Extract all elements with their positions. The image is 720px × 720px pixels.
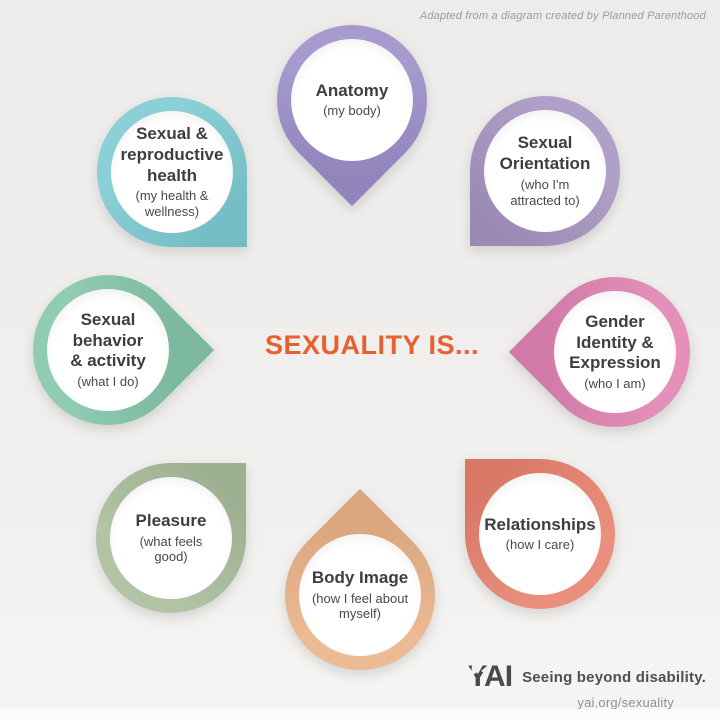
topic-circle: Sexual behavior & activity (what I do) xyxy=(47,289,169,411)
footer-logo-row: YAI Seeing beyond disability. xyxy=(468,662,706,692)
topic-sublabel: (how I care) xyxy=(505,537,575,553)
topic-circle: Body Image (how I feel about myself) xyxy=(299,534,421,656)
attribution-text: Adapted from a diagram created by Planne… xyxy=(419,10,706,22)
footer-url: yai.org/sexuality xyxy=(577,695,674,710)
topic-pin-reproductive-health: Sexual & reproductive health (my health … xyxy=(97,97,247,247)
topic-sublabel: (how I feel about myself) xyxy=(311,590,409,622)
topic-circle: Sexual Orientation (who I'm attracted to… xyxy=(484,110,606,232)
footer: YAI Seeing beyond disability. yai.org/se… xyxy=(468,662,706,711)
topic-circle: Gender Identity & Expression (who I am) xyxy=(554,291,676,413)
topic-circle: Relationships (how I care) xyxy=(479,473,601,595)
topic-label: Body Image xyxy=(311,567,409,587)
topic-sublabel: (what feels good) xyxy=(139,533,203,565)
footer-tagline: Seeing beyond disability. xyxy=(522,668,706,686)
topic-label: Pleasure xyxy=(135,510,207,530)
bottom-strip xyxy=(0,709,720,720)
topic-label: Sexual Orientation xyxy=(499,133,591,174)
topic-pin-relationships: Relationships (how I care) xyxy=(465,459,615,609)
topic-label: Gender Identity & Expression xyxy=(569,311,661,373)
topic-sublabel: (what I do) xyxy=(77,374,139,390)
topic-circle: Sexual & reproductive health (my health … xyxy=(111,111,233,233)
yai-logo: YAI xyxy=(467,660,513,693)
topic-pin-anatomy: Anatomy (my body) xyxy=(245,0,459,207)
page-title: SEXUALITY IS... xyxy=(265,330,480,360)
topic-sublabel: (who I'm attracted to) xyxy=(510,176,580,208)
topic-circle: Anatomy (my body) xyxy=(291,39,413,161)
topic-label: Relationships xyxy=(484,514,596,534)
topic-label: Sexual & reproductive health xyxy=(120,124,224,185)
topic-pin-sexual-behavior: Sexual behavior & activity (what I do) xyxy=(1,243,215,457)
yai-logo-text: YAI xyxy=(467,660,513,693)
topic-circle: Pleasure (what feels good) xyxy=(110,477,232,599)
topic-pin-pleasure: Pleasure (what feels good) xyxy=(96,463,246,613)
topic-label: Anatomy xyxy=(315,80,389,100)
topic-label: Sexual behavior & activity xyxy=(70,309,146,371)
topic-sublabel: (who I am) xyxy=(584,376,646,392)
topic-sublabel: (my body) xyxy=(323,103,381,119)
topic-sublabel: (my health & wellness) xyxy=(135,188,209,220)
topic-pin-gender-identity: Gender Identity & Expression (who I am) xyxy=(508,245,720,459)
topic-pin-sexual-orientation: Sexual Orientation (who I'm attracted to… xyxy=(470,96,620,246)
topic-pin-body-image: Body Image (how I feel about myself) xyxy=(253,488,467,702)
yai-butterfly-icon xyxy=(470,665,488,676)
